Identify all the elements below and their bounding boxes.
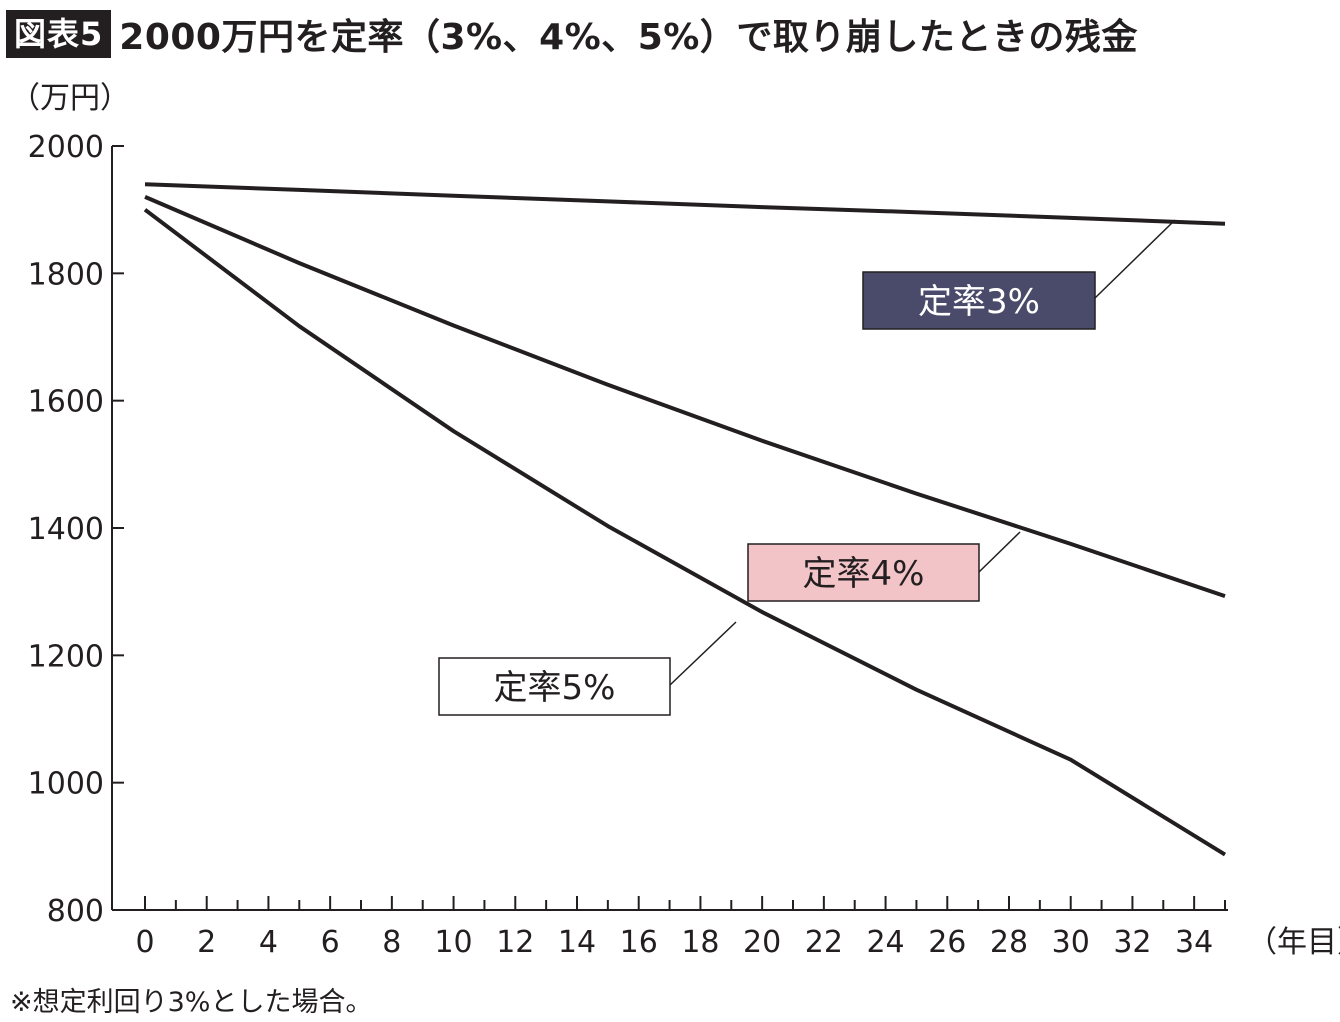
x-axis-unit-label: （年目） (1247, 925, 1340, 960)
y-axis-unit-label: （万円） (10, 81, 130, 116)
x-tick-label: 12 (496, 925, 534, 960)
x-tick-label: 14 (558, 925, 596, 960)
y-tick-label: 2000 (28, 130, 104, 165)
x-tick-label: 8 (382, 925, 401, 960)
chart-title: 2000万円を定率（3%、4%、5%）で取り崩したときの残金 (119, 17, 1138, 58)
x-tick-label: 6 (321, 925, 340, 960)
footnote: ※想定利回り3%とした場合。 (10, 987, 373, 1018)
y-tick-label: 1800 (28, 257, 104, 292)
series-label: 定率4% (803, 554, 925, 594)
x-tick-label: 16 (620, 925, 658, 960)
x-tick-label: 20 (743, 925, 781, 960)
callout-box (438, 657, 671, 716)
figure-number-badge: 図表5 (6, 10, 112, 58)
series-callout-4pct: 定率4% (747, 531, 1021, 602)
series-line-4pct (144, 195, 1226, 598)
series-line-3pct (144, 182, 1226, 226)
y-tick-label: 1400 (28, 512, 104, 547)
y-tick-label: 1200 (28, 639, 104, 674)
callout-leader-line (669, 621, 737, 686)
y-tick-label: 1600 (28, 385, 104, 420)
x-tick-label: 30 (1052, 925, 1090, 960)
series-line-5pct (143, 208, 1227, 857)
chart-series-callouts: 定率3% 定率4% 定率5% (438, 219, 1176, 716)
x-tick-label: 4 (259, 925, 278, 960)
x-tick-label: 24 (866, 925, 904, 960)
x-tick-label: 0 (135, 925, 154, 960)
series-callout-5pct: 定率5% (438, 621, 737, 716)
x-tick-label: 32 (1113, 925, 1151, 960)
chart-series-lines (143, 182, 1227, 857)
x-tick-label: 34 (1175, 925, 1213, 960)
x-tick-label: 2 (197, 925, 216, 960)
x-tick-label: 26 (928, 925, 966, 960)
callout-box (747, 543, 980, 602)
y-tick-label: 800 (47, 894, 104, 929)
chart-title-bar: 図表5 2000万円を定率（3%、4%、5%）で取り崩したときの残金 (6, 8, 1138, 60)
series-label: 定率3% (918, 282, 1040, 322)
series-callout-3pct: 定率3% (862, 219, 1176, 330)
x-tick-label: 22 (805, 925, 843, 960)
callout-box (862, 271, 1096, 330)
x-tick-label: 10 (434, 925, 472, 960)
callout-leader-line (1094, 219, 1176, 299)
series-label: 定率5% (494, 668, 616, 708)
x-tick-label: 28 (990, 925, 1028, 960)
callout-leader-line (978, 531, 1021, 573)
x-tick-label: 18 (681, 925, 719, 960)
y-tick-label: 1000 (28, 767, 104, 802)
